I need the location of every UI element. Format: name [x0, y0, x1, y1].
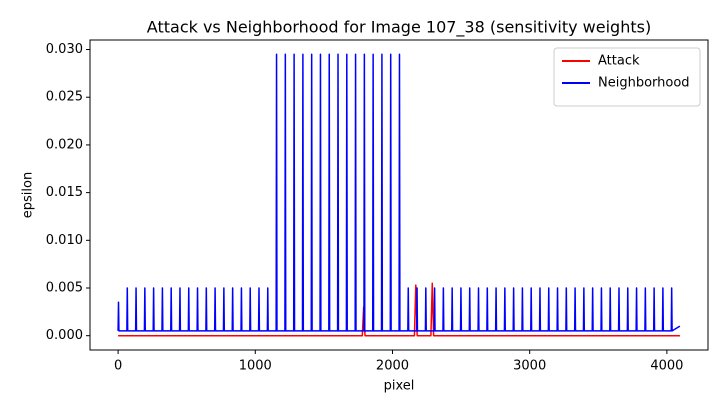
y-tick-label: 0.025 — [46, 90, 83, 105]
y-axis-label: epsilon — [21, 172, 36, 218]
y-tick-label: 0.020 — [46, 137, 83, 152]
plot-frame — [89, 39, 709, 351]
line-series — [117, 53, 681, 332]
x-tick-label: 4000 — [650, 359, 683, 374]
x-tick-label: 2000 — [376, 359, 409, 374]
legend-label: Attack — [598, 54, 640, 69]
y-tick-label: 0.000 — [46, 328, 83, 343]
y-tick-label: 0.030 — [46, 42, 83, 57]
line-series — [118, 282, 680, 337]
x-tick-label: 1000 — [239, 359, 272, 374]
y-tick-label: 0.015 — [46, 185, 83, 200]
legend-label: Neighborhood — [598, 76, 690, 91]
legend-box — [553, 47, 701, 107]
y-tick-label: 0.010 — [46, 233, 83, 248]
x-tick-label: 0 — [114, 359, 122, 374]
x-tick-label: 3000 — [513, 359, 546, 374]
x-axis-label: pixel — [384, 379, 415, 394]
chart-title: Attack vs Neighborhood for Image 107_38 … — [147, 18, 651, 38]
y-tick-label: 0.005 — [46, 281, 83, 296]
